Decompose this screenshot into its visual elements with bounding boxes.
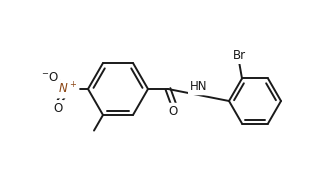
Text: $^{-}$O: $^{-}$O (42, 71, 59, 84)
Text: $N^+$: $N^+$ (58, 81, 78, 97)
Text: O: O (169, 105, 178, 118)
Text: O: O (54, 102, 63, 115)
Text: Br: Br (233, 49, 246, 62)
Text: HN: HN (190, 81, 207, 93)
